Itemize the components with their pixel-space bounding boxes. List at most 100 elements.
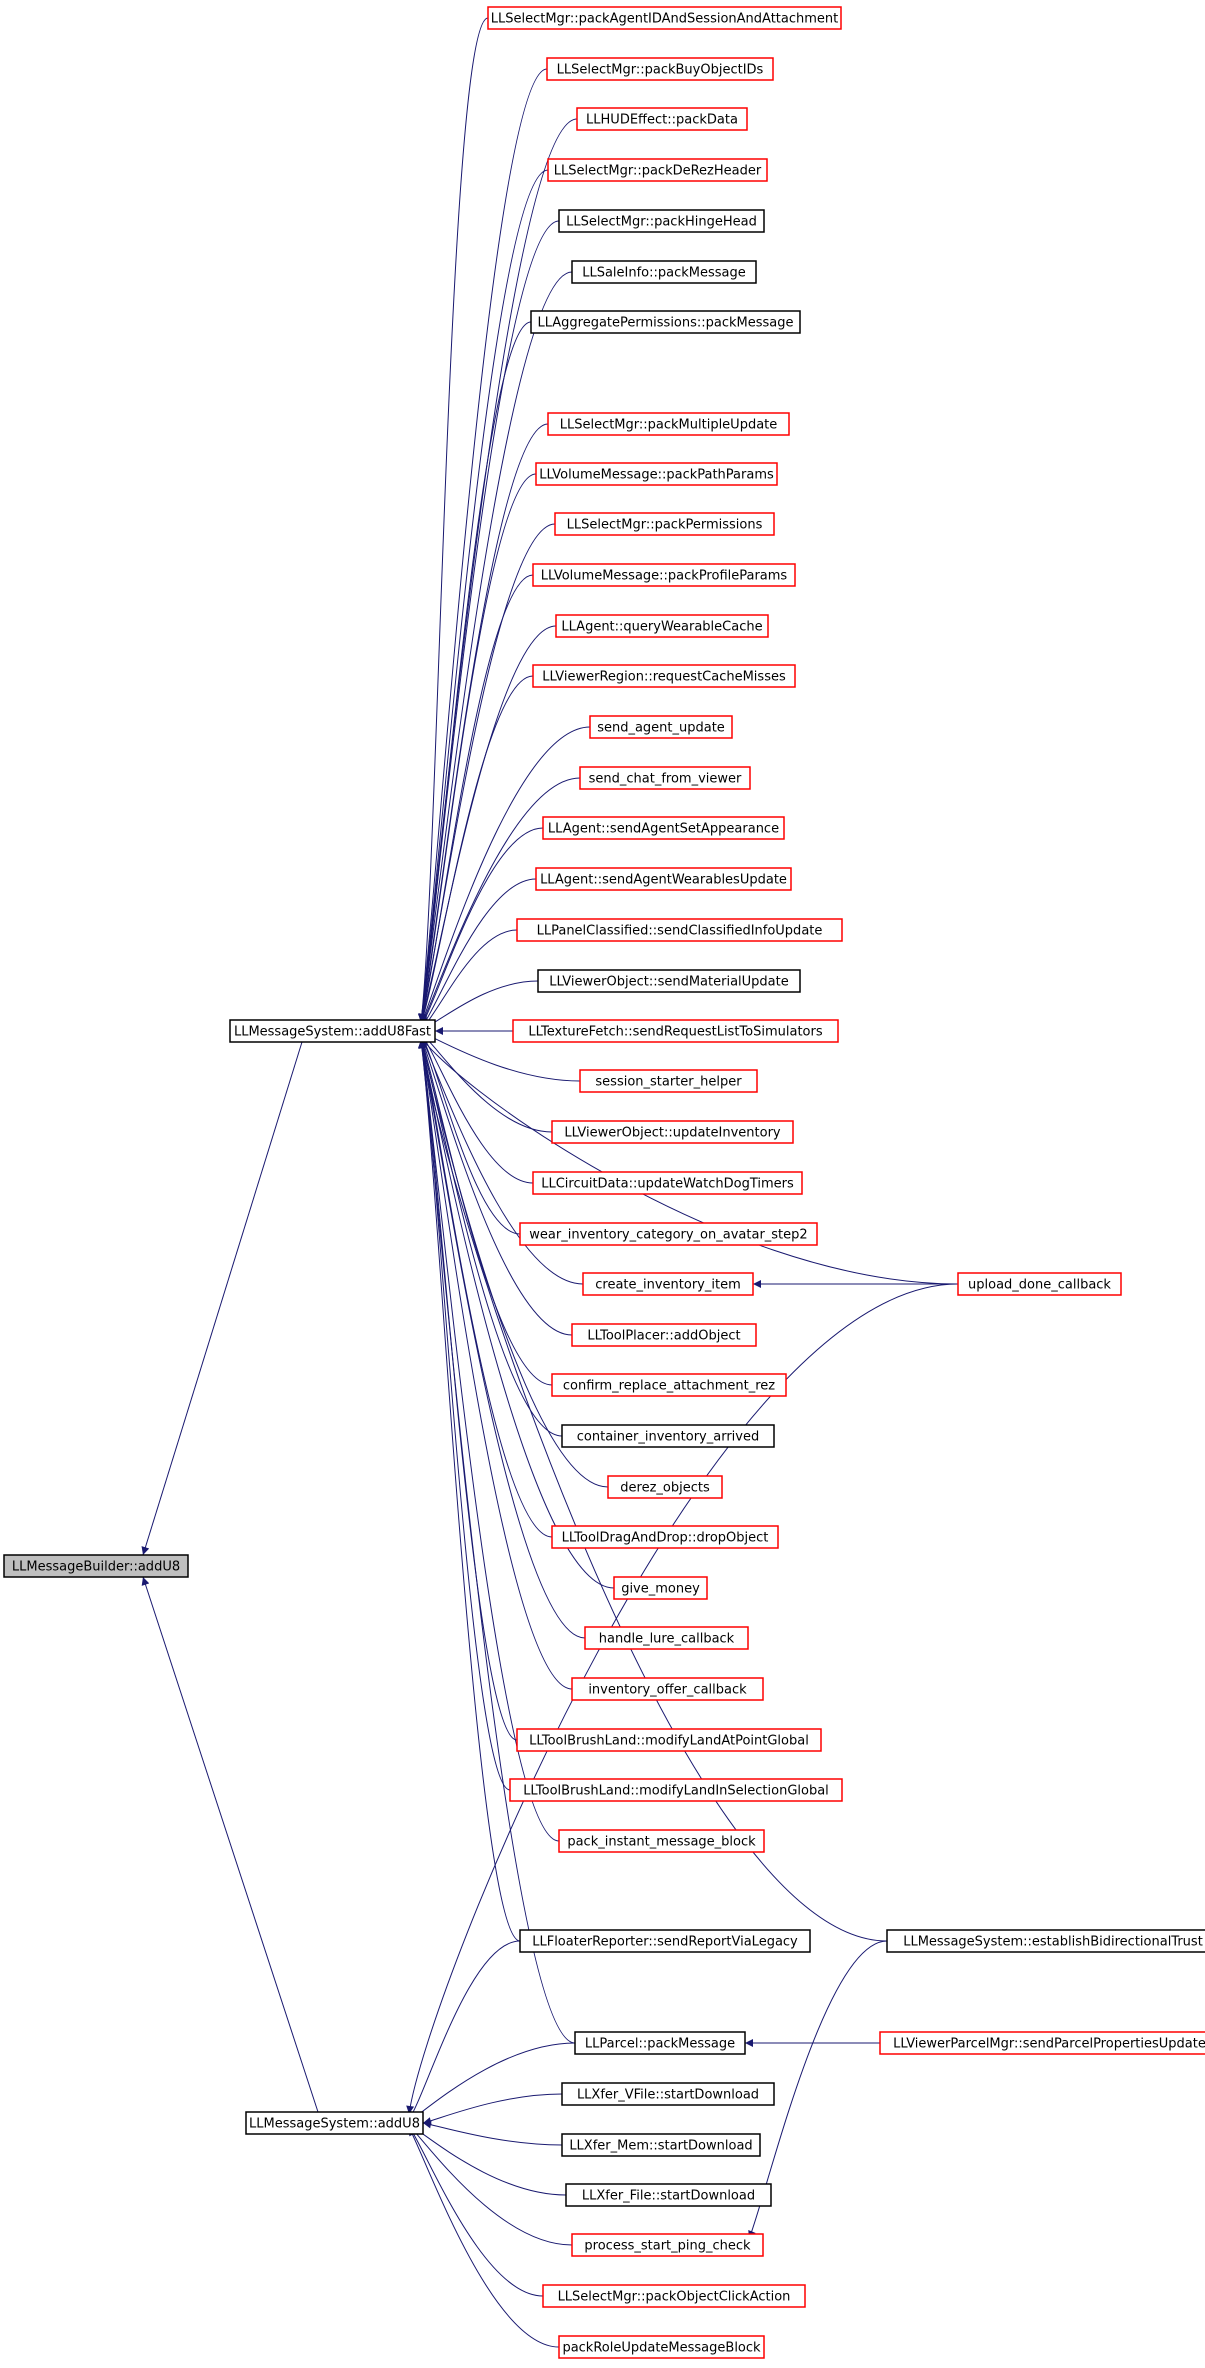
node-box [571,260,757,284]
graph-node[interactable]: LLTextureFetch::sendRequestListToSimulat… [512,1019,839,1043]
graph-node[interactable]: LLMessageSystem::addU8 [245,2111,424,2135]
node-box [509,1778,843,1802]
graph-node[interactable]: LLAgent::queryWearableCache [555,614,769,638]
node-label: inventory_offer_callback [588,1683,747,1698]
graph-node[interactable]: LLViewerParcelMgr::sendParcelPropertiesU… [879,2031,1205,2055]
call-edge [408,2125,573,2246]
node-box [532,1171,803,1195]
node-label: LLAgent::sendAgentWearablesUpdate [540,873,787,888]
call-edge [418,271,573,1023]
graph-node[interactable]: LLFloaterReporter::sendReportViaLegacy [519,1929,811,1953]
graph-node[interactable]: LLAgent::sendAgentSetAppearance [542,816,785,840]
node-label: session_starter_helper [595,1075,742,1090]
graph-node[interactable]: LLToolDragAndDrop::dropObject [551,1525,779,1549]
graph-node[interactable]: LLXfer_Mem::startDownload [561,2133,761,2157]
call-edge [418,1039,615,1589]
graph-node[interactable]: LLVolumeMessage::packPathParams [535,462,778,486]
node-label: LLToolPlacer::addObject [587,1329,740,1344]
graph-node[interactable]: wear_inventory_category_on_avatar_step2 [519,1222,818,1246]
graph-node[interactable]: handle_lure_callback [584,1626,749,1650]
node-label: LLVolumeMessage::packPathParams [539,468,774,483]
graph-node[interactable]: process_start_ping_check [571,2233,764,2257]
graph-node[interactable]: LLParcel::packMessage [574,2031,746,2055]
graph-node[interactable]: LLCircuitData::updateWatchDogTimers [532,1171,803,1195]
graph-node[interactable]: inventory_offer_callback [571,1677,764,1701]
graph-node[interactable]: give_money [613,1576,708,1600]
graph-node[interactable]: LLAggregatePermissions::packMessage [530,310,801,334]
graph-node[interactable]: derez_objects [607,1475,723,1499]
graph-node[interactable]: LLSelectMgr::packDeRezHeader [547,158,768,182]
node-label: LLToolBrushLand::modifyLandInSelectionGl… [523,1784,829,1799]
node-label: LLHUDEffect::packData [586,113,738,128]
node-box [551,1525,779,1549]
graph-node[interactable]: LLToolBrushLand::modifyLandInSelectionGl… [509,1778,843,1802]
call-edge [420,1036,573,1336]
call-edge [422,2120,563,2146]
graph-node[interactable]: LLSelectMgr::packObjectClickAction [542,2284,806,2308]
graph-node[interactable]: container_inventory_arrived [561,1424,775,1448]
node-label: give_money [621,1582,700,1597]
call-edge [420,777,581,1027]
call-edge [418,1039,560,1842]
node-box [957,1272,1122,1296]
graph-node[interactable]: LLAgent::sendAgentWearablesUpdate [535,867,792,891]
node-box [537,969,801,993]
node-box [886,1929,1205,1953]
graph-node[interactable]: LLHUDEffect::packData [576,107,748,131]
graph-node[interactable]: LLSelectMgr::packMultipleUpdate [547,412,790,436]
call-edge [408,2127,560,2348]
node-label: LLPanelClassified::sendClassifiedInfoUpd… [537,924,823,939]
node-box [530,310,801,334]
graph-node[interactable]: pack_instant_message_block [558,1829,765,1853]
node-box [579,766,751,790]
graph-node[interactable]: create_inventory_item [582,1272,754,1296]
node-box [229,1019,436,1043]
graph-node[interactable]: send_chat_from_viewer [579,766,751,790]
node-label: LLSelectMgr::packAgentIDAndSessionAndAtt… [491,12,839,27]
node-label: derez_objects [620,1481,710,1496]
node-box [613,1576,708,1600]
graph-node[interactable]: LLToolPlacer::addObject [571,1323,757,1347]
node-box [532,563,796,587]
node-label: LLMessageBuilder::addU8 [12,1560,180,1575]
graph-node[interactable]: LLPanelClassified::sendClassifiedInfoUpd… [516,918,843,942]
node-label: LLXfer_Mem::startDownload [569,2139,752,2154]
graph-node[interactable]: LLToolBrushLand::modifyLandAtPointGlobal [516,1728,822,1752]
node-label: LLViewerObject::sendMaterialUpdate [549,975,789,990]
node-label: handle_lure_callback [599,1632,735,1647]
call-edge [418,473,537,1023]
graph-node[interactable]: LLViewerObject::updateInventory [551,1120,794,1144]
graph-node[interactable]: LLXfer_VFile::startDownload [561,2082,775,2106]
graph-node[interactable]: LLMessageSystem::addU8Fast [229,1019,436,1043]
node-label: LLToolBrushLand::modifyLandAtPointGlobal [529,1734,809,1749]
node-box [542,2284,806,2308]
call-edge [418,68,548,1023]
call-edge [420,1034,521,1235]
node-label: LLXfer_VFile::startDownload [577,2088,759,2103]
node-label: process_start_ping_check [584,2239,751,2254]
graph-node[interactable]: packRoleUpdateMessageBlock [558,2335,765,2359]
graph-node[interactable]: LLSelectMgr::packHingeHead [558,209,765,233]
node-label: upload_done_callback [968,1278,1111,1293]
graph-node[interactable]: LLXfer_File::startDownload [565,2183,772,2207]
graph-node[interactable]: LLSelectMgr::packBuyObjectIDs [546,57,774,81]
graph-node[interactable]: LLMessageSystem::establishBidirectionalT… [886,1929,1205,1953]
graph-node[interactable]: LLSelectMgr::packPermissions [554,512,775,536]
graph-node[interactable]: LLVolumeMessage::packProfileParams [532,563,796,587]
graph-node[interactable]: LLSelectMgr::packAgentIDAndSessionAndAtt… [487,6,842,30]
graph-node[interactable]: LLSaleInfo::packMessage [571,260,757,284]
node-box [487,6,842,30]
edges-layer [141,17,959,2348]
graph-node[interactable]: LLMessageBuilder::addU8 [3,1554,189,1578]
graph-node[interactable]: session_starter_helper [579,1069,758,1093]
graph-node[interactable]: LLViewerObject::sendMaterialUpdate [537,969,801,993]
graph-node[interactable]: LLViewerRegion::requestCacheMisses [532,664,796,688]
graph-node[interactable]: upload_done_callback [957,1272,1122,1296]
node-box [589,715,733,739]
node-label: LLVolumeMessage::packProfileParams [541,569,788,584]
graph-node[interactable]: confirm_replace_attachment_rez [551,1373,787,1397]
node-label: LLParcel::packMessage [585,2037,735,2052]
call-edge [418,1039,573,1690]
node-label: LLSelectMgr::packMultipleUpdate [560,418,778,433]
graph-node[interactable]: send_agent_update [589,715,733,739]
